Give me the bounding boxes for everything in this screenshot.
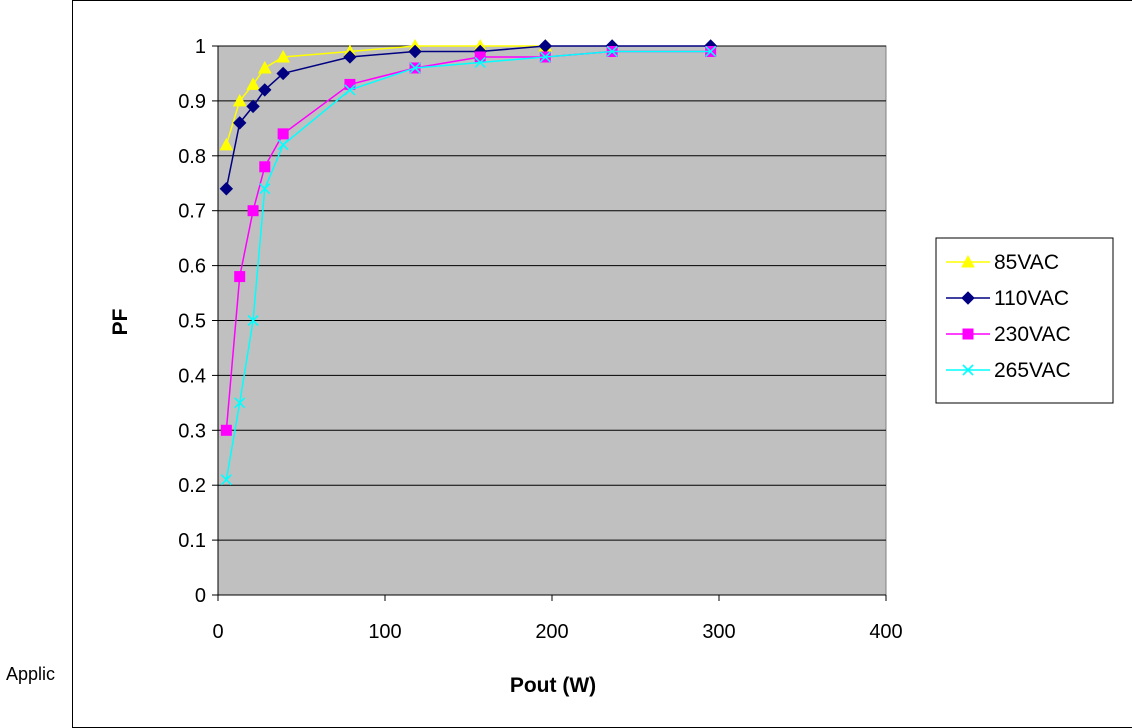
data-point-230vac (344, 78, 356, 90)
data-point-85vac (246, 77, 260, 90)
legend-marker-230vac (962, 328, 974, 340)
legend-label-85vac: 85VAC (994, 251, 1059, 274)
data-point-265vac (220, 474, 232, 486)
y-tick-label: 0 (195, 585, 206, 607)
x-tick-label: 200 (535, 621, 568, 643)
x-tick-label: 400 (869, 621, 902, 643)
data-point-110vac (258, 83, 272, 97)
y-tick-label: 0.4 (178, 365, 206, 387)
data-point-265vac (344, 84, 356, 96)
data-point-110vac (408, 44, 422, 59)
data-point-230vac (234, 271, 246, 283)
data-point-230vac (277, 128, 289, 140)
y-tick-label: 0.8 (178, 146, 206, 168)
data-point-265vac (606, 45, 618, 58)
data-point-265vac (247, 314, 259, 327)
y-tick-label: 1 (195, 36, 206, 58)
y-tick-label: 0.1 (178, 530, 206, 552)
x-tick-label: 100 (368, 621, 401, 643)
data-point-110vac (343, 50, 357, 64)
data-point-265vac (409, 62, 421, 74)
x-tick-label: 0 (212, 621, 223, 643)
data-point-265vac (539, 51, 551, 63)
data-point-230vac (247, 205, 259, 217)
legend-label-265vac: 265VAC (994, 359, 1071, 382)
y-tick-label: 0.9 (178, 91, 206, 113)
data-point-110vac (219, 182, 234, 196)
y-axis-title: PF (109, 308, 132, 335)
data-point-85vac (276, 49, 290, 63)
data-point-110vac (246, 99, 260, 114)
data-point-265vac (705, 45, 717, 58)
y-tick-label: 0.3 (178, 420, 206, 442)
y-tick-label: 0.6 (178, 256, 206, 278)
legend-label-110vac: 110VAC (994, 287, 1069, 310)
legend-marker-85vac (961, 254, 975, 268)
data-point-265vac (474, 56, 486, 69)
data-point-230vac (259, 161, 271, 173)
y-tick-label: 0.7 (178, 201, 206, 223)
data-point-110vac (276, 66, 290, 81)
y-tick-label: 0.2 (178, 475, 206, 497)
data-point-265vac (234, 397, 246, 409)
data-point-230vac (220, 424, 232, 436)
x-axis-title: Pout (W) (510, 674, 596, 697)
data-point-85vac (257, 60, 272, 74)
data-point-85vac (219, 137, 234, 151)
legend-label-230vac: 230VAC (994, 323, 1071, 346)
data-point-110vac (233, 116, 247, 130)
x-tick-label: 300 (702, 621, 735, 643)
y-tick-label: 0.5 (178, 311, 206, 333)
legend-marker-265vac (962, 364, 974, 376)
background-document-text: Applic (6, 664, 56, 684)
legend-marker-110vac (961, 291, 975, 305)
data-point-230vac (474, 51, 486, 63)
data-point-265vac (277, 139, 289, 151)
data-point-85vac (232, 93, 247, 107)
data-point-265vac (259, 183, 271, 195)
